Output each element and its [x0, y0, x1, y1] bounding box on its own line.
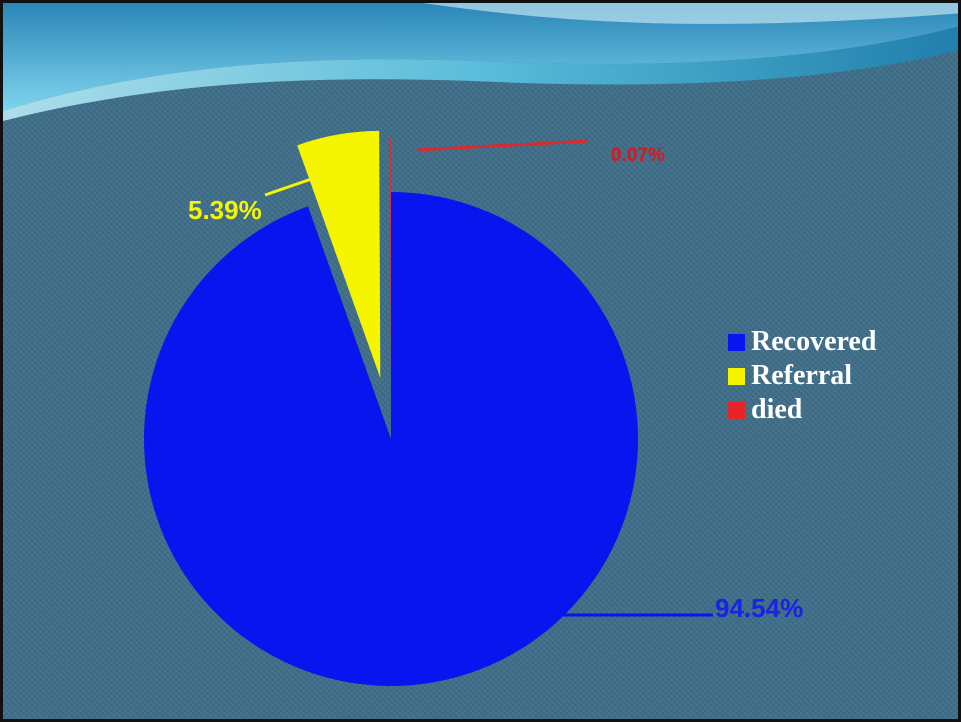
legend-item-recovered: Recovered — [728, 325, 876, 359]
legend-item-referral: Referral — [728, 359, 876, 393]
header-swoosh — [3, 3, 958, 121]
legend-label-recovered: Recovered — [751, 326, 877, 357]
legend-item-died: died — [728, 393, 876, 427]
leader-line-referral — [264, 173, 324, 197]
pie-chart: 94.54% 5.39% 0.07% — [3, 3, 958, 686]
pie-slice-recovered — [144, 192, 638, 686]
data-label-referral: 5.39% — [188, 195, 262, 225]
legend-swatch-recovered — [728, 333, 745, 351]
legend-swatch-died — [728, 401, 745, 419]
leader-line-died — [416, 139, 589, 152]
legend-label-referral: Referral — [751, 360, 853, 391]
pie-slice-died — [389, 137, 391, 385]
legend-swatch-referral — [728, 367, 745, 385]
legend: Recovered Referral died — [728, 325, 876, 427]
pie-slice-referral — [297, 130, 381, 378]
data-label-recovered: 94.54% — [715, 593, 803, 623]
legend-label-died: died — [751, 394, 803, 425]
data-label-died: 0.07% — [611, 145, 665, 166]
